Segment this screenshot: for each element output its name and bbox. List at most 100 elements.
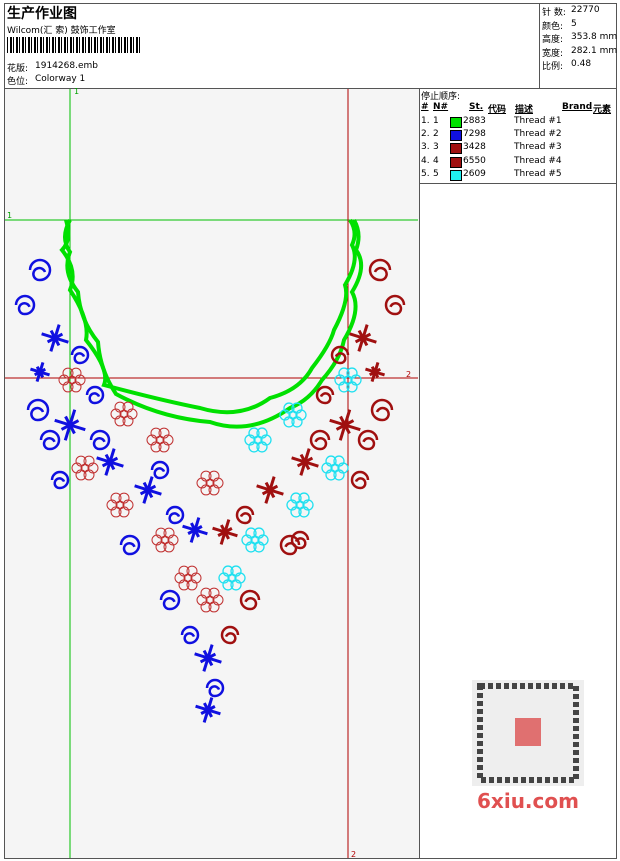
motif-star [224,527,233,534]
motif-scroll [290,530,310,550]
motif-flower [212,594,224,606]
thread-description: Thread #4 [514,155,562,166]
motif-scroll [315,385,335,405]
motif-star [291,456,306,464]
motif-star [303,448,311,463]
row-index: 5. [421,168,430,179]
thread-description: Thread #1 [514,116,562,126]
thread-code: 6550 [463,155,486,166]
motif-star [361,324,369,339]
color-swatch [450,156,462,168]
motif-star [109,460,124,468]
company: Wilcom(汇 索) 鼓饰工作室 [7,26,116,36]
neckline [59,218,357,415]
motif-star [212,526,226,534]
row-index: 1. [421,116,430,126]
motif-star [49,337,57,352]
motif-star [146,476,154,491]
motif-star [104,461,112,476]
motif-flower [122,499,134,511]
thread-code: 3428 [463,142,486,153]
thread-description: Thread #5 [514,168,562,179]
motif-star [344,419,355,427]
stat-label: 宽度: [542,48,564,59]
qr-code [477,683,579,783]
motif-star [54,336,69,344]
motif-flower [110,408,122,420]
motif-flower [126,408,138,420]
motif-star [63,424,72,441]
watermark: 6xiu.com [477,789,579,813]
guide-label: 1 [7,211,12,220]
motif-star [194,528,208,536]
stat-value: 5 [571,18,577,29]
design-label: 花版: [7,64,29,74]
color-swatch [450,143,462,155]
motif-star [206,644,214,659]
column-header: St. [469,102,484,112]
thread-description: Thread #2 [514,129,562,140]
motif-scroll [159,589,181,611]
motif-star [69,423,86,432]
color-swatch [450,169,462,181]
motif-scroll [70,345,90,365]
motif-star [343,409,352,426]
stat-label: 颜色: [542,21,564,32]
motif-star [54,332,64,340]
motif-scroll [309,429,331,451]
row-n: 2 [433,129,439,140]
stat-label: 高度: [542,35,564,45]
guide-label: 2 [351,850,356,859]
stat-value: 282.1 mm [571,45,618,56]
motif-star [109,456,119,464]
motif-flower [67,375,77,385]
motif-star [269,488,284,496]
motif-star [147,484,157,492]
motif-scroll [39,429,61,451]
motif-star [349,332,364,340]
colorway-label: 色位: [7,77,29,87]
motif-star [329,418,346,427]
motif-scroll [220,625,240,645]
motif-scroll [368,258,392,282]
motif-star [182,524,196,532]
motif-flower [253,435,263,445]
motif-scroll [119,534,141,556]
motif-flower [205,478,215,488]
stat-label: 针 数: [542,8,566,18]
motif-star [207,705,216,712]
motif-star [207,708,221,716]
motif-star [54,418,71,427]
stat-value: 353.8 mm [571,32,618,42]
motif-flower [288,410,298,420]
column-header: Brand [562,102,593,112]
motif-flower [205,595,215,605]
motif-flower [167,534,179,546]
motif-star [53,324,61,339]
motif-star [195,704,209,712]
motif-scroll [235,505,255,525]
motif-flower [162,434,174,446]
column-header: N# [433,102,449,112]
thread-code: 2883 [463,116,486,126]
motif-star [338,424,347,441]
motif-star [41,332,56,340]
column-header: 描述 [515,105,534,115]
motif-scroll [205,678,225,698]
motif-star [39,367,47,374]
motif-flower [151,534,163,546]
motif-flower [58,374,70,386]
motif-star [189,529,197,543]
motif-scroll [28,258,52,282]
motif-star [202,709,210,723]
thread-description: Thread #3 [514,142,562,153]
motif-scroll [26,398,50,422]
motif-scroll [14,294,36,316]
motif-star [108,448,116,463]
motif-star [362,336,377,344]
motif-star [202,657,210,672]
stat-value: 22770 [571,5,600,15]
motif-scroll [165,505,185,525]
